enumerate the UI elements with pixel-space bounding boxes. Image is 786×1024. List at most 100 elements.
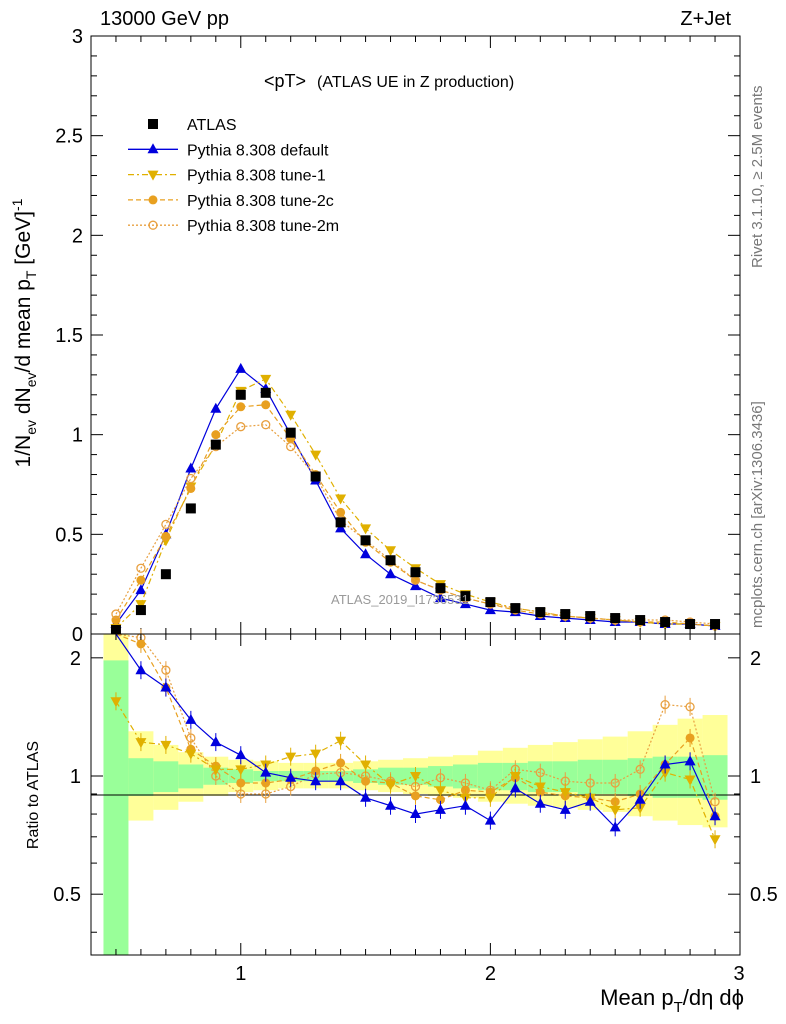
plot-title-sub: (ATLAS UE in Z production): [317, 74, 514, 91]
ratio-point: [634, 803, 646, 814]
ratio-point: [385, 780, 397, 791]
data-point: [210, 402, 222, 413]
ratio-point: [336, 758, 346, 768]
ratio-y-tick-label: 1: [70, 766, 81, 788]
x-tick-label: 1: [235, 963, 246, 985]
x-tick-label: 2: [485, 963, 496, 985]
ratio-y-tick-label-right: 0.5: [750, 884, 778, 906]
legend-entry: Pythia 8.308 tune-1: [128, 168, 326, 185]
ratio-point: [335, 775, 347, 786]
ratio-point: [559, 803, 571, 814]
ratio-point: [136, 639, 146, 649]
ratio-point: [210, 736, 222, 747]
data-point: [434, 592, 446, 603]
data-point: [360, 524, 372, 535]
ratio-y-tick-label: 2: [70, 648, 81, 670]
ratio-point: [634, 793, 646, 804]
data-point: [310, 471, 321, 482]
data-point: [210, 439, 221, 450]
legend-marker: [148, 220, 158, 230]
legend-marker: [147, 170, 159, 181]
legend-label: Pythia 8.308 tune-2m: [187, 218, 339, 235]
x-tick-label: 3: [733, 963, 744, 985]
ratio-point: [709, 835, 721, 846]
data-point: [385, 546, 397, 557]
ratio-point: [609, 805, 621, 816]
ratio-point: [659, 758, 671, 769]
mcplots-label: mcplots.cern.ch [arXiv:1306.3436]: [749, 401, 766, 628]
data-point: [535, 607, 546, 618]
data-point: [235, 362, 247, 373]
ratio-point: [210, 765, 222, 776]
ratio-point: [185, 749, 197, 760]
ratio-y-tick-label: 0.5: [53, 884, 81, 906]
legend: ATLAS Pythia 8.308 default Pythia 8.308 tu…: [128, 117, 339, 235]
y-tick-label: 0: [72, 624, 83, 646]
legend-entry: Pythia 8.308 tune-2m: [128, 218, 339, 235]
ratio-y-tick-label-right: 1: [750, 766, 761, 788]
data-point: [136, 575, 146, 585]
data-point: [685, 619, 696, 630]
data-point: [286, 441, 296, 452]
data-point: [186, 473, 196, 484]
data-point: [111, 609, 121, 619]
data-point: [161, 519, 171, 530]
watermark: ATLAS_2019_I1736531: [331, 592, 469, 607]
data-point: [459, 598, 471, 609]
ratio-point: [310, 749, 322, 760]
data-point: [610, 613, 621, 624]
data-point: [560, 609, 571, 620]
ratio-point: [684, 775, 696, 786]
data-point: [435, 583, 446, 594]
data-point: [410, 580, 421, 591]
ratio-point: [110, 697, 122, 708]
data-point: [186, 483, 196, 493]
ratio-point: [161, 665, 171, 675]
data-point: [211, 430, 221, 440]
ratio-point: [411, 791, 420, 801]
ratio-point: [610, 778, 620, 788]
ratio-point: [685, 733, 695, 743]
legend-marker: [148, 119, 158, 129]
ratio-point: [534, 797, 546, 808]
ratio-point: [236, 778, 246, 788]
legend-marker: [148, 195, 158, 205]
ratio-point: [559, 788, 571, 799]
uncertainty-band-inner: [128, 758, 154, 796]
series-atlas: [110, 387, 721, 636]
legend-entry: Pythia 8.308 default: [128, 142, 329, 159]
ratio-point: [310, 775, 322, 786]
ratio-point: [235, 749, 247, 760]
legend-label: Pythia 8.308 tune-2c: [187, 193, 334, 210]
ratio-point: [335, 736, 347, 747]
legend-entry: Pythia 8.308 tune-2c: [128, 193, 334, 210]
data-point: [135, 584, 147, 595]
ratio-point: [484, 793, 496, 804]
ratio-point: [685, 702, 695, 712]
ratio-point: [684, 755, 696, 766]
data-point: [260, 374, 272, 385]
data-point: [235, 389, 246, 400]
plot-title: <pT> (ATLAS UE in Z production): [264, 71, 514, 91]
data-point: [460, 591, 471, 602]
y-tick-label: 3: [72, 26, 83, 48]
data-point: [335, 494, 347, 505]
ratio-point: [361, 776, 371, 786]
process-label: Z+Jet: [680, 8, 731, 30]
legend-entry: ATLAS: [148, 117, 237, 134]
ratio-point: [185, 713, 197, 724]
ratio-point: [710, 797, 720, 807]
data-point: [261, 420, 271, 430]
uncertainty-band-inner: [153, 761, 179, 793]
ratio-point: [660, 699, 670, 710]
ratio-point: [285, 752, 297, 763]
series-line: [115, 378, 716, 629]
data-point: [485, 597, 496, 608]
data-point: [360, 548, 372, 559]
ratio-point: [285, 771, 297, 782]
y-axis-label-ratio: Ratio to ATLAS: [25, 741, 42, 849]
data-point: [411, 575, 420, 585]
y-tick-label: 0.5: [55, 524, 83, 546]
energy-label: 13000 GeV pp: [100, 8, 229, 30]
